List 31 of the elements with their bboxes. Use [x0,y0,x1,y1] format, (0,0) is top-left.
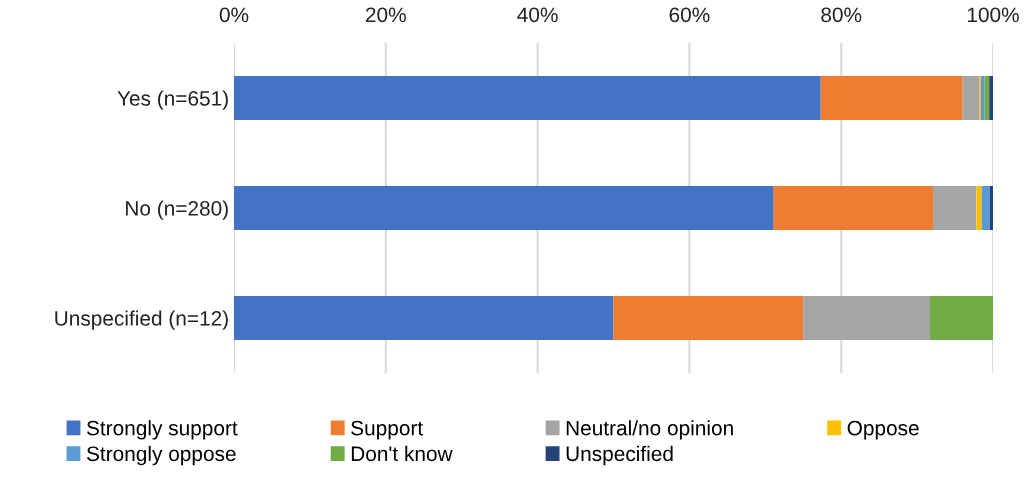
bar [976,186,982,230]
x-tick-label: 100% [967,7,1019,23]
y-tick-label: No (n=280) [126,200,228,220]
bar [962,76,980,120]
x-tick-label: 60% [669,7,710,23]
bar [234,76,821,120]
bar [981,186,990,230]
bar [803,296,930,340]
legend-label: Don't know [351,445,453,462]
legend-label: Support [351,420,423,440]
legend-label: Strongly support [86,420,238,440]
bar [989,186,993,230]
legend-label: Unspecified [566,445,673,466]
bar [613,296,804,340]
y-tick-label: Yes (n=651) [117,90,228,110]
bar [820,76,963,120]
bar [930,296,993,340]
bar [989,76,993,120]
legend-label: Strongly oppose [86,445,236,466]
bar [234,296,614,340]
legend-label: Oppose [847,420,919,440]
y-tick-label: Unspecified (n=12) [55,310,228,330]
x-tick-label: 20% [366,7,406,23]
x-tick-label: 0% [219,7,249,23]
bar [773,186,934,230]
bar [980,76,985,120]
bar [234,186,774,230]
legend-label: Neutral/no opinion [566,420,733,440]
x-tick-label: 40% [517,7,558,23]
x-tick-label: 80% [821,7,862,23]
bar [933,186,977,230]
